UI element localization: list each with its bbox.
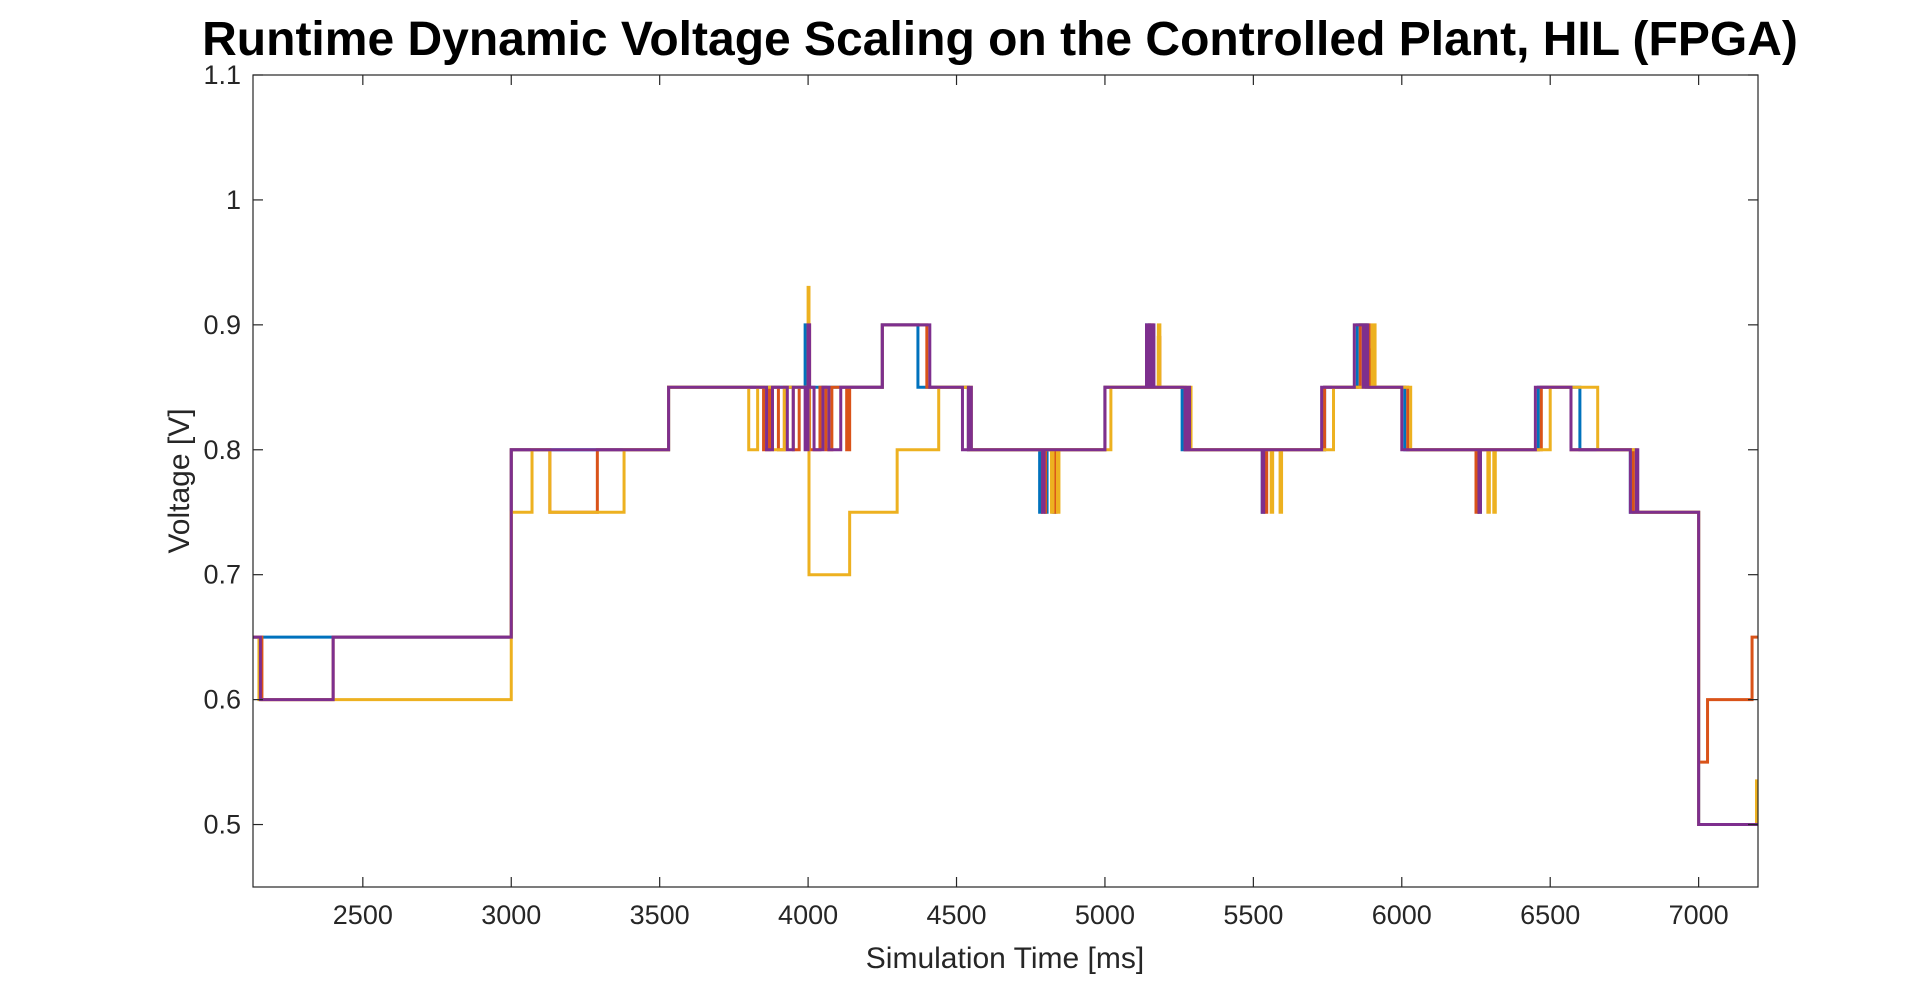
x-tick-label: 2500: [333, 900, 393, 930]
plot-area: [253, 285, 1759, 827]
chart-title: Runtime Dynamic Voltage Scaling on the C…: [202, 13, 1798, 66]
series-red-line: [253, 323, 1758, 764]
y-axis-label: Voltage [V]: [163, 408, 196, 553]
x-tick-label: 3000: [481, 900, 541, 930]
plot-frame: [252, 74, 1759, 888]
series-blue-line: [253, 323, 1758, 827]
y-tick-label: 0.5: [203, 810, 241, 840]
x-tick-label: 6000: [1372, 900, 1432, 930]
y-tick-label: 1.1: [203, 60, 241, 90]
x-tick-label: 5500: [1223, 900, 1283, 930]
y-tick-label: 0.6: [203, 685, 241, 715]
y-tick-label: 0.7: [203, 560, 241, 590]
y-tick-label: 0.9: [203, 310, 241, 340]
x-axis-label: Simulation Time [ms]: [866, 942, 1144, 975]
y-tick-label: 1: [226, 185, 241, 215]
y-tick-label: 0.8: [203, 435, 241, 465]
x-tick-label: 4500: [926, 900, 986, 930]
x-tick-label: 4000: [778, 900, 838, 930]
x-tick-label: 3500: [630, 900, 690, 930]
series-purple-line: [253, 323, 1758, 827]
x-tick-label: 5000: [1075, 900, 1135, 930]
y-axis: 0.5 0.6 0.7 0.8 0.9 1 1.1: [203, 60, 1758, 840]
x-tick-label: 6500: [1520, 900, 1580, 930]
series-yellow-line: [253, 285, 1759, 827]
x-axis: 2500 3000 3500 4000 4500 5000 5500 6000 6500 7000: [333, 75, 1729, 930]
x-tick-label: 7000: [1669, 900, 1729, 930]
